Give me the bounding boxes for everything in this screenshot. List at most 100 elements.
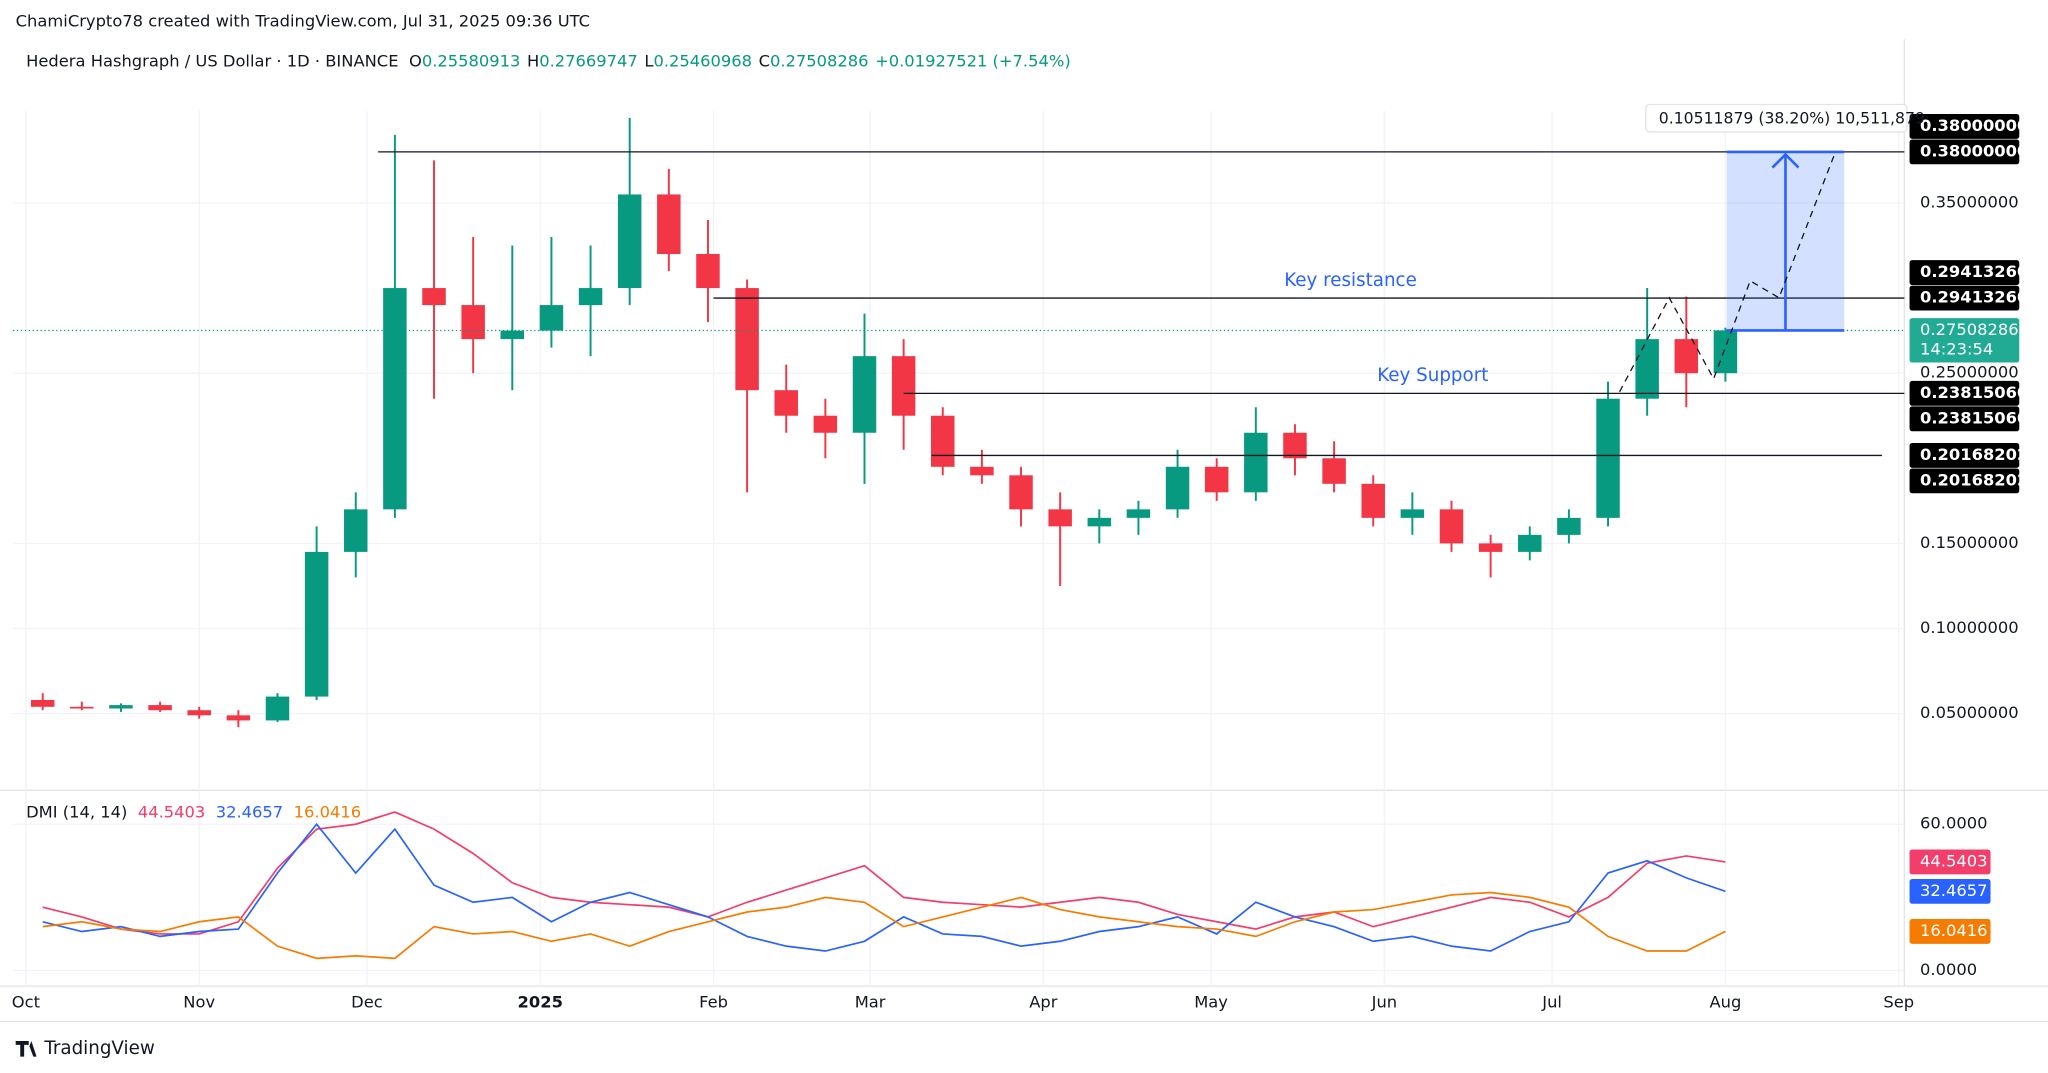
candle-body [1361,483,1385,518]
candle-body [1674,339,1699,374]
price-label: 0.23815060 [1920,408,2028,427]
candle-body [461,305,485,340]
candle-body [187,710,211,716]
candle-body [1283,432,1307,459]
candle-body [735,288,759,391]
dmi-title: DMI (14, 14) 44.5403 32.4657 16.0416 [26,802,361,821]
candle-body [1557,517,1581,535]
price-label: 0.29413260 [1920,262,2028,281]
candle-body [696,254,720,289]
candle-body [1518,534,1542,552]
price-label: 0.29413260 [1920,288,2028,307]
candle-body [578,288,603,306]
watermark: ChamiCrypto78 created with TradingView.c… [16,12,590,31]
projection [1619,152,1836,393]
ohlc-value: 0.25460968 [653,51,752,70]
candle-body [1478,543,1503,552]
x-tick-label: Sep [1883,993,1914,1012]
candles [30,117,1738,728]
y-tick-label: 0.35000000 [1920,192,2019,211]
x-tick-label: Jun [1371,993,1398,1012]
ohlc-key: C [759,51,770,70]
price-label-box [1909,139,2020,165]
price-label: 0.38000000 [1920,116,2028,135]
value-label: 44.5403 [1920,851,1987,870]
y-tick-label: 0.0000 [1920,960,1977,979]
logo: TradingView [15,1038,155,1059]
ohlc-value: 0.27669747 [539,51,638,70]
candle-body [1596,398,1620,518]
value-box [1909,919,1991,944]
candle-body [1322,458,1346,484]
candle-body [500,330,525,340]
x-tick-label: Dec [351,993,383,1012]
x-tick-label: Apr [1029,993,1058,1012]
candle-body [891,356,916,416]
price-label-box [1909,114,2020,139]
price-label: 0.38000000 [1920,141,2028,160]
dmi-line [42,891,1726,960]
indicator-name: DMI (14, 14) [26,802,127,821]
candle-body [970,466,994,476]
x-tick-label: Jul [1541,993,1562,1012]
value-box [1909,878,1991,904]
candle-body [30,699,55,707]
x-tick-label: Aug [1710,993,1742,1012]
candle-body [383,288,407,510]
candle-body [304,551,329,697]
candle-body [70,706,94,709]
candle-body [1635,339,1659,399]
x-tick-label: Oct [12,993,40,1012]
candle-body [1244,432,1268,493]
measure-label-box [1645,103,1908,133]
candle-body [1713,330,1738,374]
value-label: 16.0416 [1920,921,1987,940]
value-label: 32.4657 [1920,881,1987,900]
ohlc-value: 0.25580913 [422,51,521,70]
x-tick-label: Mar [855,993,886,1012]
price-label-box [1909,468,2020,494]
price-label-box [1909,380,2020,406]
candle-body [1126,509,1151,518]
candle-body [1048,509,1072,527]
candle-body [1087,517,1112,527]
ohlc-key: H [527,51,539,70]
candle-body [1165,466,1190,510]
candle-body [931,415,955,467]
annotation: Key Support [1377,365,1488,386]
y-tick-label: 0.05000000 [1920,703,2019,722]
measure-label: 0.10511879 (38.20%) 10,511,879 [1659,108,1925,127]
candle-body [148,705,172,711]
logo-icon [15,1040,37,1057]
dmi-value: 16.0416 [294,802,361,821]
candle-body [1009,475,1033,510]
y-tick-label: 0.15000000 [1920,533,2019,552]
price-label: 0.20168202 [1920,445,2028,464]
y-tick-label: 0.25000000 [1920,363,2019,382]
dmi-value: 44.5403 [138,802,205,821]
y-tick-label: 0.10000000 [1920,618,2019,637]
x-tick-label: 2025 [518,993,563,1012]
candle-body [813,415,838,433]
price-label: 0.23815060 [1920,383,2028,402]
candle-body [617,194,642,289]
candle-body [539,305,564,331]
symbol-line: Hedera Hashgraph / US Dollar · 1D · BINA… [26,51,1071,70]
candle-body [774,390,798,416]
ohlc-key: O [409,51,422,70]
measure-arrowhead [1771,152,1800,169]
symbol: Hedera Hashgraph / US Dollar · 1D · BINA… [26,51,398,70]
ohlc-key: L [644,51,653,70]
value-box [1909,849,1991,875]
current-price-label: 0.27508286 [1920,320,2019,339]
price-label: 0.20168202 [1920,470,2028,489]
candle-body [657,194,681,255]
candle-body [109,705,133,709]
candle-body [265,696,290,721]
logo-text: TradingView [43,1038,154,1059]
price-label-box [1909,285,2020,311]
change: +0.01927521 (+7.54%) [875,51,1071,70]
price-label-box [1909,260,2020,285]
